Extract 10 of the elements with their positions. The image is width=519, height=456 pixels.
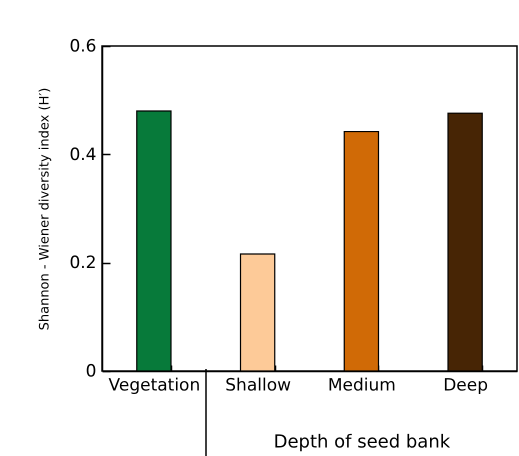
x-tick-label: Medium (328, 376, 396, 396)
y-tick-label: 0 (86, 362, 96, 382)
y-tick-label: 0.6 (69, 36, 96, 56)
x-tick-label: Deep (443, 376, 488, 396)
x-axis-title: Depth of seed bank (274, 432, 451, 452)
y-tick-label: 0.2 (69, 253, 96, 274)
x-tick-label: Shallow (225, 376, 292, 396)
x-tick-label: Vegetation (108, 376, 200, 396)
y-axis-title: Shannon - Wiener diversity index (H′) (37, 88, 52, 330)
y-tick-label: 0.4 (69, 144, 96, 165)
